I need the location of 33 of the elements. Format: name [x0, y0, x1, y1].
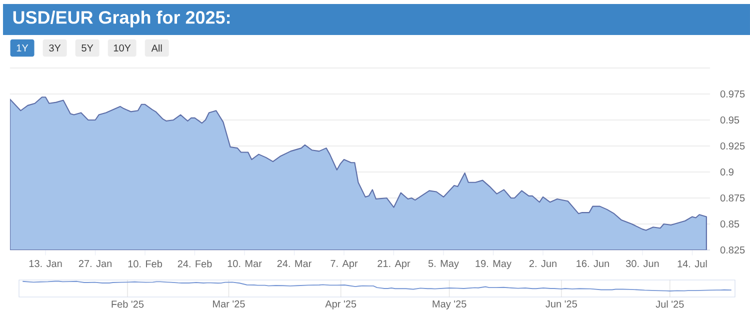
text: 10Y [114, 44, 131, 52]
y-tick-label: 0.9 [720, 168, 734, 176]
y-tick-label: 0.875 [720, 194, 745, 202]
y-tick-label: 0.975 [720, 90, 745, 98]
y-tick-label: 0.95 [720, 116, 740, 124]
text: 3Y [49, 44, 61, 52]
y-tick-label: 0.825 [720, 246, 745, 254]
x-tick-label: Mar '25 [213, 300, 245, 308]
x-tick-label: Apr '25 [325, 300, 356, 310]
y-tick-label: 0.925 [720, 142, 745, 150]
x-tick-label: 7. Apr [330, 260, 358, 269]
chart-title: USD/EUR Graph for 2025: [13, 10, 230, 28]
x-tick-label: 5. May [428, 260, 459, 269]
x-tick-label: 10. Feb [128, 260, 162, 268]
x-tick-label: May '25 [432, 300, 466, 310]
x-tick-label: 19. May [476, 260, 512, 270]
x-tick-label: 24. Mar [277, 260, 312, 268]
x-tick-label: Jul '25 [656, 300, 684, 308]
x-tick-label: 10. Mar [228, 260, 262, 268]
x-tick-label: 21. Apr [378, 260, 410, 270]
x-tick-label: 14. Jul [678, 260, 707, 268]
x-tick-label: 24. Feb [178, 260, 212, 268]
x-tick-label: 2. Jun [529, 260, 556, 268]
x-tick-label: 13. Jan [29, 260, 62, 268]
text: 5Y [82, 44, 94, 52]
x-tick-label: Jun '25 [546, 300, 577, 308]
text: All [151, 44, 162, 52]
y-tick-label: 0.85 [720, 220, 740, 228]
x-tick-label: 30. Jun [626, 260, 659, 268]
text: 1Y [16, 44, 28, 52]
x-tick-label: Feb '25 [112, 300, 144, 308]
x-tick-label: 27. Jan [78, 260, 112, 268]
x-tick-label: 16. Jun [576, 260, 609, 268]
